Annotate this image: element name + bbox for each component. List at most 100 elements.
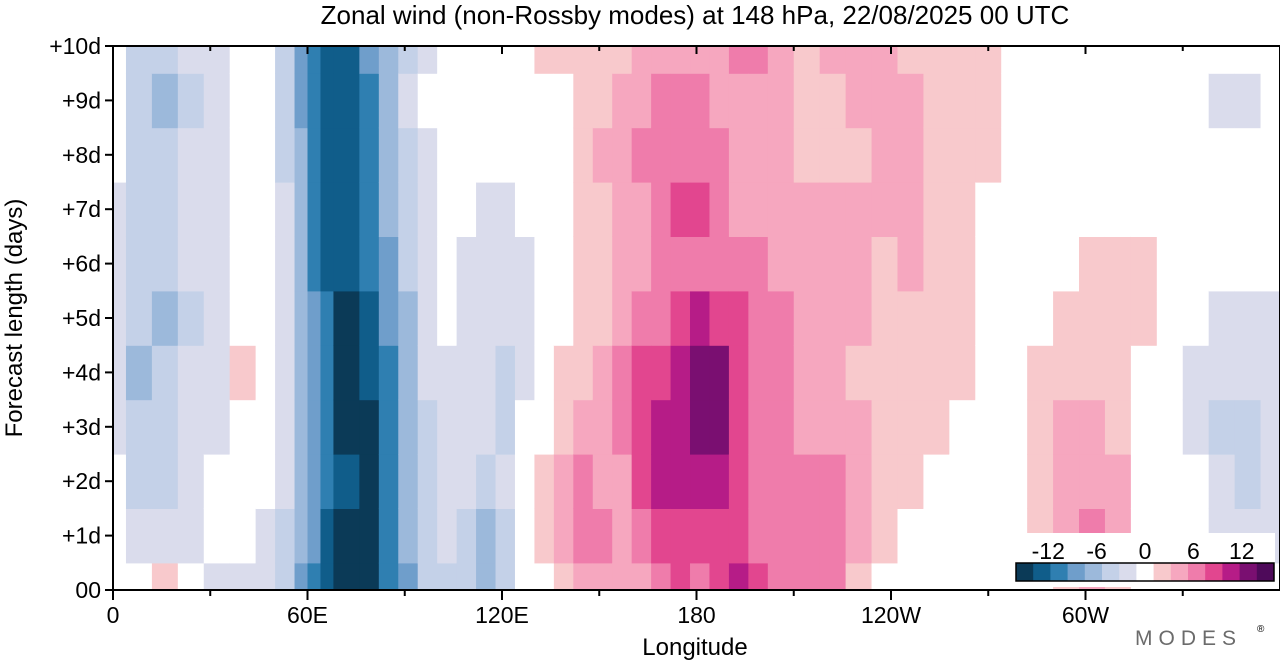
heatmap-cell-35-4 — [819, 345, 847, 401]
y-tick-label-3: +3d — [62, 414, 101, 440]
heatmap-cell-28-5 — [670, 290, 691, 346]
heatmap-cell-13-0 — [378, 562, 399, 591]
heatmap-cell-28-7 — [670, 182, 691, 237]
heatmap-cell-45-3 — [1079, 399, 1106, 455]
heatmap-cell-26-2 — [631, 454, 652, 509]
heatmap-cell-40-1 — [949, 508, 976, 564]
heatmap-cell-5-9 — [229, 73, 257, 129]
heatmap-cell-8-3 — [294, 399, 309, 455]
heatmap-cell-10-4 — [320, 345, 335, 401]
heatmap-cell-14-3 — [398, 399, 419, 455]
heatmap-cell-21-1 — [534, 508, 555, 564]
colorbar-swatch-7 — [1136, 563, 1154, 581]
heatmap-cell-10-7 — [320, 182, 335, 237]
heatmap-cell-43-9 — [1027, 73, 1054, 129]
heatmap-cell-27-4 — [651, 345, 672, 401]
heatmap-cell-23-0 — [573, 562, 594, 591]
heatmap-cell-21-5 — [534, 290, 555, 346]
heatmap-cell-16-8 — [437, 127, 458, 183]
heatmap-cell-5-4 — [229, 345, 257, 401]
heatmap-cell-50-6 — [1208, 236, 1236, 292]
heatmap-cell-18-8 — [476, 127, 497, 183]
heatmap-cell-49-9 — [1182, 73, 1210, 129]
heatmap-cell-21-2 — [534, 454, 555, 509]
heatmap-cell-20-0 — [514, 562, 536, 591]
heatmap-cell-2-5 — [151, 290, 179, 346]
heatmap-cell-50-9 — [1208, 73, 1236, 129]
heatmap-cell-38-0 — [897, 562, 925, 591]
heatmap-cell-27-8 — [651, 127, 672, 183]
y-axis: 00 +1d +2d +3d +4d +5d +6d +7d +8d +9d +10d — [49, 33, 113, 603]
heatmap-cell-6-4 — [255, 345, 276, 401]
heatmap-cell-16-5 — [437, 290, 458, 346]
heatmap-cell-46-2 — [1104, 454, 1132, 509]
heatmap-cell-19-10 — [495, 46, 516, 74]
heatmap-cell-33-0 — [767, 562, 795, 591]
heatmap-cell-22-3 — [553, 399, 574, 455]
x-tick-label-4: 120W — [861, 602, 921, 628]
heatmap-cell-35-0 — [819, 562, 847, 591]
heatmap-cell-33-5 — [767, 290, 795, 346]
heatmap-cell-32-0 — [748, 562, 769, 591]
heatmap-cell-12-6 — [359, 236, 380, 292]
heatmap-cell-1-5 — [125, 290, 153, 346]
heatmap-cell-39-2 — [923, 454, 950, 509]
heatmap-cell-38-10 — [897, 46, 925, 74]
colorbar-swatch-11 — [1205, 563, 1223, 581]
heatmap-cell-27-9 — [651, 73, 672, 129]
heatmap-cell-28-9 — [670, 73, 691, 129]
heatmap-cell-3-5 — [177, 290, 205, 346]
heatmap-cell-46-8 — [1104, 127, 1132, 183]
heatmap-cell-11-0 — [333, 562, 360, 591]
heatmap-cell-13-4 — [378, 345, 399, 401]
heatmap-cell-3-7 — [177, 182, 205, 237]
heatmap-cell-37-5 — [871, 290, 899, 346]
heatmap-cell-12-9 — [359, 73, 380, 129]
heatmap-cell-41-5 — [975, 290, 1002, 346]
heatmap-cell-8-0 — [294, 562, 309, 591]
heatmap-cell-24-1 — [592, 508, 613, 564]
heatmap-cell-23-6 — [573, 236, 594, 292]
heatmap-cell-16-4 — [437, 345, 458, 401]
heatmap-cell-49-6 — [1182, 236, 1210, 292]
heatmap-cell-51-9 — [1234, 73, 1262, 129]
heatmap-cell-52-6 — [1260, 236, 1280, 292]
heatmap-cell-9-10 — [307, 46, 322, 74]
heatmap-cell-11-5 — [333, 290, 360, 346]
heatmap-cell-46-9 — [1104, 73, 1132, 129]
heatmap-cell-2-7 — [151, 182, 179, 237]
heatmap-cell-19-0 — [495, 562, 516, 591]
heatmap-cell-6-3 — [255, 399, 276, 455]
heatmap-cell-4-1 — [203, 508, 231, 564]
heatmap-cell-12-3 — [359, 399, 380, 455]
heatmap-cell-40-10 — [949, 46, 976, 74]
heatmap-cell-14-1 — [398, 508, 419, 564]
heatmap-cell-1-4 — [125, 345, 153, 401]
heatmap-cell-32-5 — [748, 290, 769, 346]
heatmap-cell-1-9 — [125, 73, 153, 129]
heatmap-cell-5-7 — [229, 182, 257, 237]
heatmap-cell-20-9 — [514, 73, 536, 129]
heatmap-cell-31-6 — [728, 236, 749, 292]
y-tick-label-1: +1d — [62, 523, 101, 549]
heatmap-cell-43-5 — [1027, 290, 1054, 346]
heatmap-cell-18-4 — [476, 345, 497, 401]
heatmap-cell-28-8 — [670, 127, 691, 183]
heatmap-cell-24-5 — [592, 290, 613, 346]
heatmap-cell-17-10 — [456, 46, 477, 74]
heatmap-cell-8-1 — [294, 508, 309, 564]
heatmap-cell-11-2 — [333, 454, 360, 509]
colorbar-swatch-1 — [1033, 563, 1051, 581]
heatmap-cell-2-2 — [151, 454, 179, 509]
heatmap-cell-9-5 — [307, 290, 322, 346]
heatmap-cell-14-10 — [398, 46, 419, 74]
heatmap-cell-21-9 — [534, 73, 555, 129]
heatmap-cell-30-5 — [709, 290, 730, 346]
heatmap-cell-35-8 — [819, 127, 847, 183]
heatmap-cell-52-3 — [1260, 399, 1280, 455]
heatmap-cell-5-10 — [229, 46, 257, 74]
y-axis-label: Forecast length (days) — [1, 199, 28, 438]
heatmap-cell-12-2 — [359, 454, 380, 509]
heatmap-cell-5-3 — [229, 399, 257, 455]
heatmap-cell-1-10 — [125, 46, 153, 74]
